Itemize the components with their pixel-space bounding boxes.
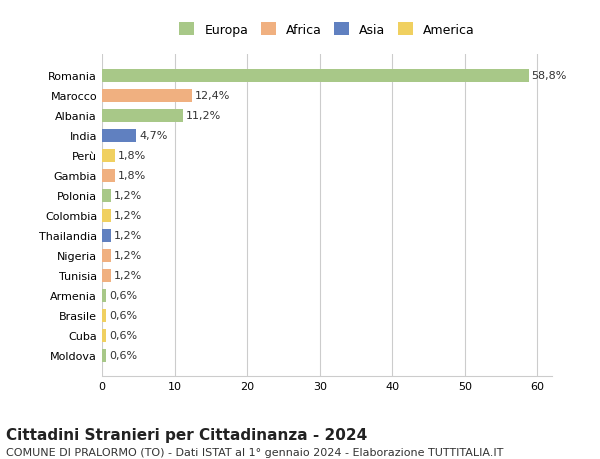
Text: 1,2%: 1,2%: [113, 211, 142, 221]
Bar: [102, 110, 183, 123]
Bar: [102, 189, 111, 202]
Bar: [102, 129, 136, 142]
Bar: [102, 329, 106, 342]
Text: 11,2%: 11,2%: [186, 111, 221, 121]
Text: 1,8%: 1,8%: [118, 151, 146, 161]
Text: COMUNE DI PRALORMO (TO) - Dati ISTAT al 1° gennaio 2024 - Elaborazione TUTTITALI: COMUNE DI PRALORMO (TO) - Dati ISTAT al …: [6, 448, 503, 458]
Text: 4,7%: 4,7%: [139, 131, 167, 141]
Bar: [102, 269, 111, 282]
Bar: [102, 349, 106, 362]
Bar: [102, 229, 111, 242]
Text: 0,6%: 0,6%: [109, 291, 137, 301]
Text: 1,8%: 1,8%: [118, 171, 146, 181]
Text: Cittadini Stranieri per Cittadinanza - 2024: Cittadini Stranieri per Cittadinanza - 2…: [6, 427, 367, 442]
Bar: [102, 309, 106, 322]
Bar: [102, 289, 106, 302]
Text: 1,2%: 1,2%: [113, 191, 142, 201]
Bar: [102, 169, 115, 182]
Bar: [102, 150, 115, 162]
Text: 0,6%: 0,6%: [109, 350, 137, 360]
Bar: [102, 70, 529, 83]
Bar: [102, 209, 111, 222]
Text: 1,2%: 1,2%: [113, 251, 142, 261]
Text: 58,8%: 58,8%: [532, 71, 567, 81]
Bar: [102, 249, 111, 262]
Text: 1,2%: 1,2%: [113, 231, 142, 241]
Legend: Europa, Africa, Asia, America: Europa, Africa, Asia, America: [176, 20, 478, 41]
Text: 12,4%: 12,4%: [195, 91, 230, 101]
Text: 0,6%: 0,6%: [109, 310, 137, 320]
Text: 1,2%: 1,2%: [113, 270, 142, 280]
Text: 0,6%: 0,6%: [109, 330, 137, 340]
Bar: [102, 90, 192, 102]
